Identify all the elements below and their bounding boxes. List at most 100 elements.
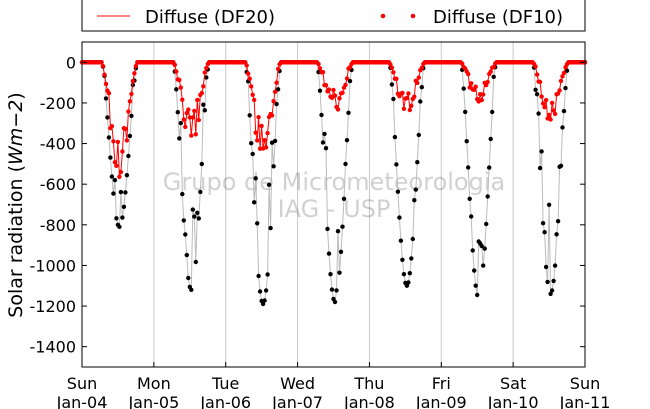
global-data-point (392, 134, 398, 140)
diffuse-df10-point (548, 117, 553, 122)
diffuse-df10-point (320, 69, 326, 75)
global-data-point (391, 96, 396, 102)
global-data-point (397, 215, 402, 220)
diffuse-df10-point (407, 107, 412, 113)
diffuse-df10-point (540, 101, 546, 106)
global-data-point (328, 272, 333, 277)
global-data-point (334, 288, 339, 293)
global-data-point (111, 191, 116, 196)
diffuse-df10-point (275, 66, 281, 72)
diffuse-df10-point (344, 76, 350, 81)
diffuse-series (79, 60, 588, 179)
diffuse-df10-point (479, 97, 484, 103)
global-data-point (262, 298, 267, 303)
diffuse-df10-point (117, 174, 122, 179)
plot-area: Grupo de Micrometeorologia IAG - USP (79, 41, 588, 368)
diffuse-df10-point (469, 81, 474, 86)
global-data-point (181, 218, 186, 223)
global-data-point (542, 230, 547, 235)
global-data-point (263, 288, 269, 293)
diffuse-df10-point (124, 138, 130, 143)
diffuse-df10-point (389, 65, 395, 70)
y-tick-label: -400 (40, 135, 76, 154)
y-tick-label: -200 (40, 94, 76, 113)
global-data-point (419, 85, 424, 90)
global-data-point (536, 111, 541, 116)
global-data-point (189, 287, 194, 292)
x-tick-label-date: Jan-08 (343, 393, 395, 409)
global-data-point (174, 87, 179, 92)
global-data-point (466, 165, 471, 170)
diffuse-df10-point (391, 70, 396, 75)
diffuse-df10-point (263, 145, 269, 150)
global-data-point (183, 232, 188, 237)
global-data-point (410, 236, 415, 242)
global-data-point (323, 146, 329, 151)
global-data-point (109, 174, 115, 179)
global-data-point (395, 189, 401, 194)
global-data-point (268, 225, 273, 231)
diffuse-df10-point (115, 139, 121, 145)
legend-dot-swatch-2 (410, 13, 416, 19)
diffuse-df10-point (195, 97, 200, 103)
y-tick-label: -1200 (30, 297, 77, 316)
global-data-point (463, 109, 468, 115)
global-data-point (317, 88, 323, 93)
diffuse-df10-point (255, 138, 260, 143)
global-data-point (201, 102, 206, 107)
diffuse-df10-point (400, 90, 405, 96)
x-tick-label-day: Sun (570, 374, 600, 393)
y-tick-label: 0 (66, 53, 76, 72)
diffuse-df10-point (177, 77, 182, 83)
diffuse-df10-point (533, 64, 538, 69)
global-data-point (347, 78, 353, 84)
diffuse-df10-point (419, 65, 424, 71)
global-data-point (389, 82, 395, 87)
global-data-point (401, 272, 407, 277)
global-data-point (552, 263, 558, 268)
diffuse-df10-point (415, 80, 420, 86)
diffuse-df10-point (106, 91, 112, 96)
global-data-point (469, 214, 474, 219)
diffuse-df10-point (246, 71, 251, 76)
x-tick-label-day: Fri (432, 374, 451, 393)
global-data-point (124, 173, 130, 178)
global-data-point (533, 87, 538, 93)
global-data-point (178, 120, 183, 126)
diffuse-df10-point (401, 106, 407, 112)
diffuse-df10-point (404, 95, 410, 101)
global-data-point (265, 272, 270, 277)
watermark-line1: Grupo de Micrometeorologia (163, 168, 505, 196)
x-tick-label-date: Jan-06 (199, 393, 251, 409)
global-data-point (409, 256, 414, 261)
diffuse-df10-point (99, 60, 104, 65)
diffuse-df10-point (123, 126, 128, 132)
diffuse-df10-point (539, 94, 544, 99)
global-data-point (256, 273, 261, 279)
x-tick-label-date: Jan-09 (415, 393, 467, 409)
diffuse-df10-point (317, 66, 323, 71)
global-data-point (260, 301, 266, 307)
diffuse-df10-point (332, 93, 338, 98)
global-data-point (249, 141, 254, 146)
global-data-point (184, 252, 189, 258)
diffuse-df10-point (488, 69, 493, 74)
global-data-point (472, 268, 477, 273)
diffuse-df10-point (192, 108, 197, 114)
diffuse-df10-point (460, 61, 465, 66)
global-data-point (129, 113, 134, 119)
diffuse-df10-point (204, 65, 209, 71)
global-data-point (202, 108, 207, 113)
global-data-point (549, 288, 555, 293)
diffuse-df10-point (388, 62, 393, 67)
diffuse-df10-point (551, 108, 556, 113)
diffuse-df10-point (127, 99, 133, 104)
diffuse-df10-point (265, 130, 270, 136)
diffuse-df10-point (466, 71, 471, 77)
diffuse-df10-point (190, 115, 195, 120)
global-data-point (563, 85, 568, 91)
x-tick-label-day: Thu (353, 374, 384, 393)
diffuse-df10-point (537, 79, 543, 85)
diffuse-df10-point (189, 133, 194, 138)
global-data-point (322, 131, 327, 137)
